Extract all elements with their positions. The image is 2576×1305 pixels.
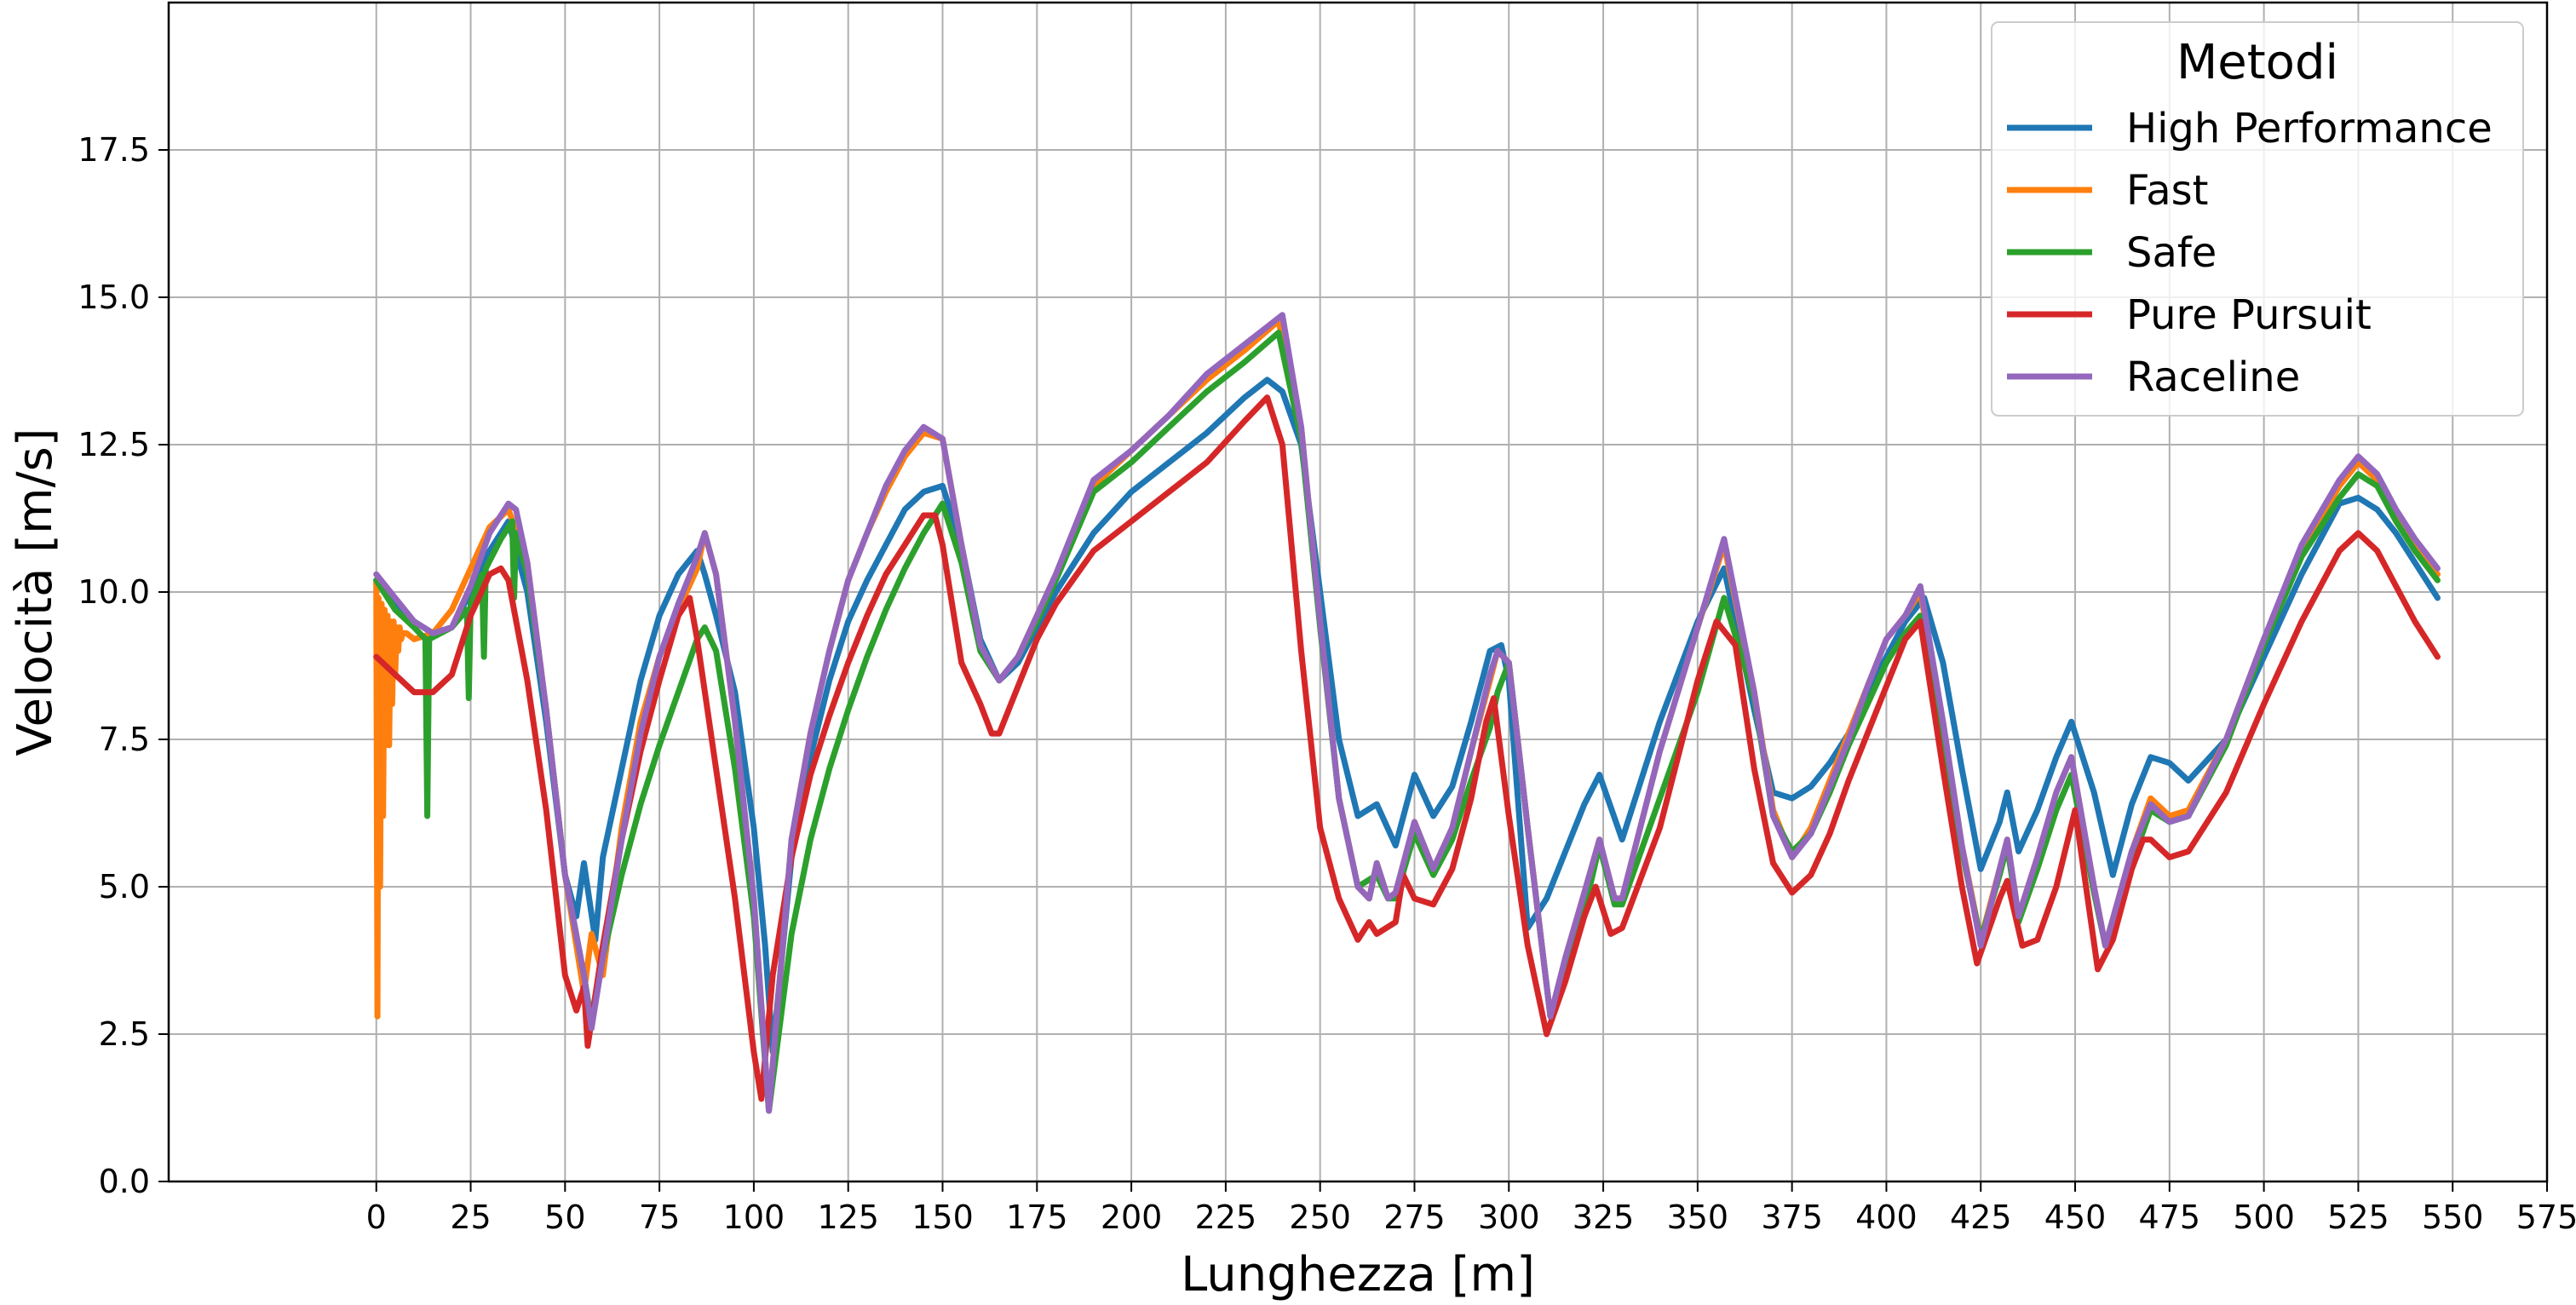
x-axis-label: Lunghezza [m] — [1181, 1247, 1535, 1302]
legend-box — [1991, 21, 2524, 417]
legend-label-safe: Safe — [2126, 229, 2217, 277]
legend-title: Metodi — [2176, 35, 2338, 90]
x-tick-label: 200 — [1101, 1199, 1163, 1236]
x-tick-label: 325 — [1573, 1199, 1635, 1236]
x-tick-label: 400 — [1855, 1199, 1918, 1236]
x-tick-label: 0 — [366, 1199, 387, 1236]
y-tick-label: 12.5 — [78, 426, 150, 463]
x-tick-label: 300 — [1478, 1199, 1540, 1236]
y-tick-label: 7.5 — [99, 721, 150, 758]
y-tick-label: 0.0 — [99, 1163, 150, 1200]
x-tick-label: 150 — [911, 1199, 974, 1236]
y-axis: 0.0 2.5 5.0 7.5 10.0 12.5 15.0 17.5 — [78, 131, 169, 1200]
y-tick-label: 5.0 — [99, 868, 150, 905]
legend: Metodi High Performance Fast Safe Pure Purs… — [1991, 21, 2524, 417]
series-line-raceline — [373, 312, 2441, 1114]
y-axis-label: Velocità [m/s] — [8, 428, 63, 756]
y-tick-label: 15.0 — [78, 279, 150, 316]
y-tick-label: 10.0 — [78, 573, 150, 611]
x-tick-label: 350 — [1667, 1199, 1729, 1236]
x-tick-label: 450 — [2044, 1199, 2107, 1236]
x-tick-label: 175 — [1006, 1199, 1068, 1236]
x-tick-label: 250 — [1289, 1199, 1351, 1236]
series-line-pure-pursuit — [373, 394, 2441, 1102]
legend-label-fast: Fast — [2126, 167, 2208, 215]
x-tick-label: 125 — [817, 1199, 879, 1236]
y-tick-label: 17.5 — [78, 131, 150, 169]
x-axis: 0 25 50 75 100 125 150 175 200 225 250 275 300 325 350… — [366, 1181, 2576, 1236]
legend-items: High Performance Fast Safe Pure Pursuit Race… — [2007, 105, 2493, 401]
x-tick-label: 275 — [1383, 1199, 1446, 1236]
legend-label-pure-pursuit: Pure Pursuit — [2126, 291, 2372, 339]
x-tick-label: 550 — [2422, 1199, 2484, 1236]
x-tick-label: 525 — [2327, 1199, 2389, 1236]
x-tick-label: 50 — [544, 1199, 585, 1236]
x-tick-label: 500 — [2233, 1199, 2295, 1236]
series-lines — [373, 312, 2441, 1114]
x-tick-label: 575 — [2516, 1199, 2576, 1236]
y-tick-label: 2.5 — [99, 1015, 150, 1053]
x-tick-label: 475 — [2139, 1199, 2201, 1236]
x-tick-label: 25 — [450, 1199, 491, 1236]
x-tick-label: 375 — [1761, 1199, 1823, 1236]
series-line-high-performance — [373, 377, 2441, 1055]
legend-label-raceline: Raceline — [2126, 354, 2300, 401]
x-tick-label: 75 — [639, 1199, 680, 1236]
x-tick-label: 225 — [1195, 1199, 1257, 1236]
x-tick-label: 100 — [723, 1199, 785, 1236]
legend-label-high-performance: High Performance — [2126, 105, 2493, 152]
x-tick-label: 425 — [1950, 1199, 2012, 1236]
